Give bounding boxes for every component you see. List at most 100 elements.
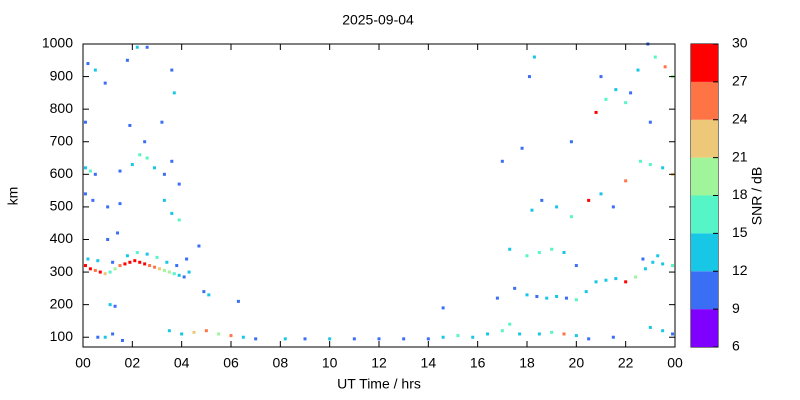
- plot-frame: [82, 43, 676, 348]
- data-point: [611, 205, 615, 209]
- data-point: [555, 205, 559, 209]
- data-point: [91, 198, 95, 202]
- y-tick-label: 400: [50, 230, 74, 246]
- data-point: [145, 252, 149, 256]
- data-point: [569, 140, 573, 144]
- colorbar-tick-label: 15: [732, 224, 748, 240]
- chart-title: 2025-09-04: [342, 12, 414, 28]
- data-point: [103, 335, 107, 339]
- colorbar: [691, 309, 718, 347]
- data-point: [177, 273, 181, 277]
- data-point: [518, 332, 522, 336]
- data-point: [614, 277, 618, 281]
- data-point: [303, 337, 307, 341]
- data-point: [185, 257, 189, 261]
- data-point: [532, 55, 536, 59]
- data-point: [562, 332, 566, 336]
- data-point: [508, 322, 512, 326]
- data-point: [93, 68, 97, 72]
- data-point: [96, 335, 100, 339]
- data-point: [143, 262, 147, 266]
- data-point: [172, 91, 176, 95]
- data-point: [229, 334, 233, 338]
- data-point: [118, 202, 122, 206]
- data-point: [135, 251, 139, 255]
- data-point: [671, 264, 675, 268]
- data-point: [283, 337, 287, 341]
- data-point: [663, 65, 667, 69]
- data-point: [116, 231, 120, 235]
- data-point: [636, 68, 640, 72]
- data-point: [98, 270, 102, 274]
- colorbar: [691, 81, 718, 120]
- data-point: [648, 120, 652, 124]
- y-tick-label: 900: [50, 67, 74, 83]
- data-point: [108, 270, 112, 274]
- x-tick-label: 12: [371, 355, 387, 371]
- x-tick-label: 16: [470, 355, 486, 371]
- data-point: [96, 259, 100, 263]
- y-tick-label: 600: [50, 165, 74, 181]
- data-point: [93, 172, 97, 176]
- data-point: [202, 290, 206, 294]
- x-tick-label: 10: [322, 355, 338, 371]
- data-point: [584, 290, 588, 294]
- data-point: [661, 262, 665, 266]
- data-point: [550, 330, 554, 334]
- data-point: [611, 335, 615, 339]
- colorbar-tick-label: 27: [732, 73, 748, 89]
- data-point: [83, 166, 87, 170]
- data-point: [93, 268, 97, 272]
- data-point: [377, 337, 381, 341]
- data-point: [204, 329, 208, 333]
- colorbar: [691, 119, 718, 158]
- data-point: [118, 264, 122, 268]
- colorbar-segment: [691, 195, 718, 234]
- data-point: [162, 268, 166, 272]
- data-point: [520, 146, 524, 150]
- data-point: [599, 192, 603, 196]
- colorbar: [691, 44, 718, 82]
- data-point: [83, 264, 87, 268]
- data-point: [653, 55, 657, 59]
- data-point: [555, 295, 559, 298]
- data-point: [426, 337, 430, 341]
- data-point: [574, 334, 578, 338]
- data-point: [170, 211, 174, 215]
- data-point: [530, 208, 534, 212]
- data-point: [604, 97, 608, 101]
- data-point: [148, 264, 152, 268]
- data-point: [86, 62, 90, 66]
- data-point: [587, 337, 591, 341]
- colorbar-label: SNR / dB: [749, 167, 765, 225]
- data-point: [671, 332, 675, 336]
- data-point: [108, 303, 112, 307]
- x-tick-label: 02: [125, 355, 141, 371]
- data-point: [133, 259, 137, 263]
- data-point: [120, 338, 124, 342]
- x-tick-label: 00: [75, 355, 91, 371]
- data-point: [175, 264, 179, 268]
- data-point: [537, 332, 541, 336]
- data-point: [113, 304, 117, 308]
- data-point: [614, 88, 618, 92]
- data-point: [83, 120, 87, 124]
- plot-area: [83, 42, 675, 342]
- x-tick-label: 06: [223, 355, 239, 371]
- data-point: [661, 166, 665, 170]
- data-point: [648, 325, 652, 329]
- data-point: [508, 247, 512, 251]
- x-tick-label: 22: [618, 355, 634, 371]
- data-point: [207, 293, 211, 297]
- colorbar-segment: [691, 233, 718, 272]
- data-point: [167, 329, 171, 333]
- data-point: [624, 280, 628, 284]
- colorbar-segment: [691, 271, 718, 310]
- data-point: [143, 140, 147, 144]
- y-tick-label: 800: [50, 100, 74, 116]
- data-point: [118, 169, 122, 173]
- x-tick-label: 00: [667, 355, 683, 371]
- data-point: [441, 306, 445, 310]
- data-point: [177, 182, 181, 186]
